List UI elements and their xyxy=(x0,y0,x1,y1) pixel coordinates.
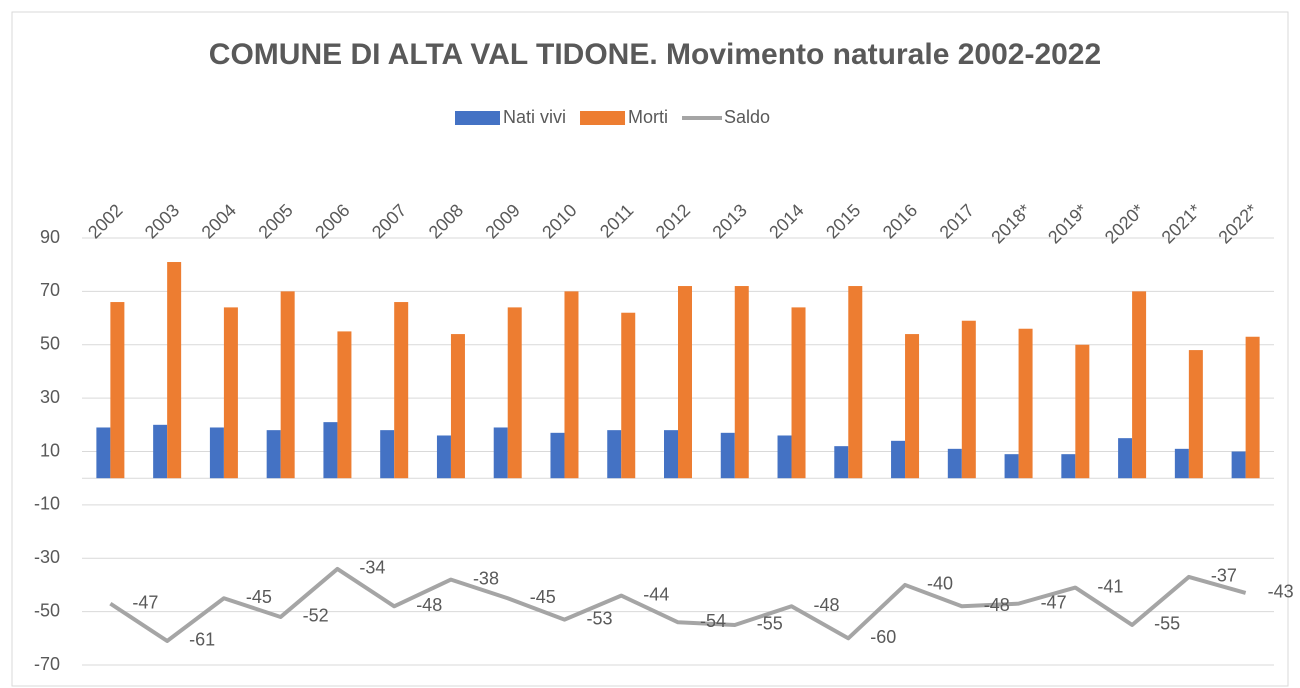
bar xyxy=(110,302,125,479)
bar xyxy=(848,286,863,479)
bar xyxy=(1075,344,1090,479)
data-label: -47 xyxy=(1041,592,1067,612)
y-tick-label: -10 xyxy=(34,494,60,514)
bar xyxy=(1004,454,1019,479)
data-label: -48 xyxy=(984,595,1010,615)
bar xyxy=(1174,448,1189,479)
y-tick-label: -70 xyxy=(34,654,60,674)
bar xyxy=(394,302,409,479)
data-label: -40 xyxy=(927,574,953,594)
bar xyxy=(223,307,238,479)
data-label: -37 xyxy=(1211,566,1237,586)
data-label: -54 xyxy=(700,611,726,631)
bar xyxy=(493,427,508,479)
bar xyxy=(1188,350,1203,479)
bar xyxy=(777,435,792,479)
data-label: -45 xyxy=(530,587,556,607)
y-tick-label: 10 xyxy=(40,440,60,460)
bar xyxy=(1245,336,1260,479)
data-label: -52 xyxy=(303,606,329,626)
data-label: -38 xyxy=(473,568,499,588)
bar xyxy=(450,334,465,479)
legend-label: Saldo xyxy=(724,107,770,127)
data-label: -45 xyxy=(246,587,272,607)
data-label: -60 xyxy=(870,627,896,647)
data-label: -43 xyxy=(1268,582,1294,602)
bar xyxy=(720,432,735,479)
bar xyxy=(153,424,168,479)
bar xyxy=(436,435,451,479)
y-tick-label: 90 xyxy=(40,227,60,247)
bar xyxy=(891,440,906,479)
data-label: -44 xyxy=(643,584,669,604)
bar xyxy=(337,331,352,479)
data-label: -55 xyxy=(757,614,783,634)
bar xyxy=(905,334,920,479)
y-tick-label: 70 xyxy=(40,280,60,300)
data-label: -34 xyxy=(359,558,385,578)
bar xyxy=(791,307,806,479)
bar xyxy=(280,291,295,479)
bar xyxy=(96,427,111,479)
bar xyxy=(664,430,678,479)
legend-label: Nati vivi xyxy=(503,107,566,127)
y-tick-label: -50 xyxy=(34,600,60,620)
data-label: -53 xyxy=(586,608,612,628)
bar xyxy=(1018,328,1033,479)
bar xyxy=(607,430,622,479)
legend-swatch xyxy=(580,111,626,125)
bar xyxy=(167,262,182,479)
y-tick-label: -30 xyxy=(34,547,60,567)
y-tick-label: 30 xyxy=(40,387,60,407)
bar xyxy=(1118,438,1133,479)
data-label: -47 xyxy=(132,592,158,612)
bar xyxy=(961,320,976,479)
bar xyxy=(550,432,565,479)
bar xyxy=(209,427,224,479)
data-label: -61 xyxy=(189,630,215,650)
data-label: -48 xyxy=(416,595,442,615)
data-label: -55 xyxy=(1154,614,1180,634)
bar xyxy=(1231,451,1246,479)
bar xyxy=(947,448,962,479)
bar xyxy=(1132,291,1147,479)
legend-label: Morti xyxy=(628,107,668,127)
line xyxy=(109,566,1247,643)
bar xyxy=(380,430,395,479)
bar xyxy=(266,430,281,479)
bar xyxy=(507,307,522,479)
bar xyxy=(734,286,749,479)
data-label: -48 xyxy=(814,595,840,615)
data-label: -41 xyxy=(1097,576,1123,596)
bar xyxy=(678,286,692,479)
legend-swatch xyxy=(455,111,500,125)
y-tick-label: 50 xyxy=(40,334,60,354)
bar xyxy=(834,446,849,479)
bar xyxy=(621,312,636,479)
bar xyxy=(1061,454,1076,479)
bar xyxy=(323,422,338,479)
chart-title: COMUNE DI ALTA VAL TIDONE. Movimento nat… xyxy=(209,38,1101,71)
bar xyxy=(564,291,579,479)
